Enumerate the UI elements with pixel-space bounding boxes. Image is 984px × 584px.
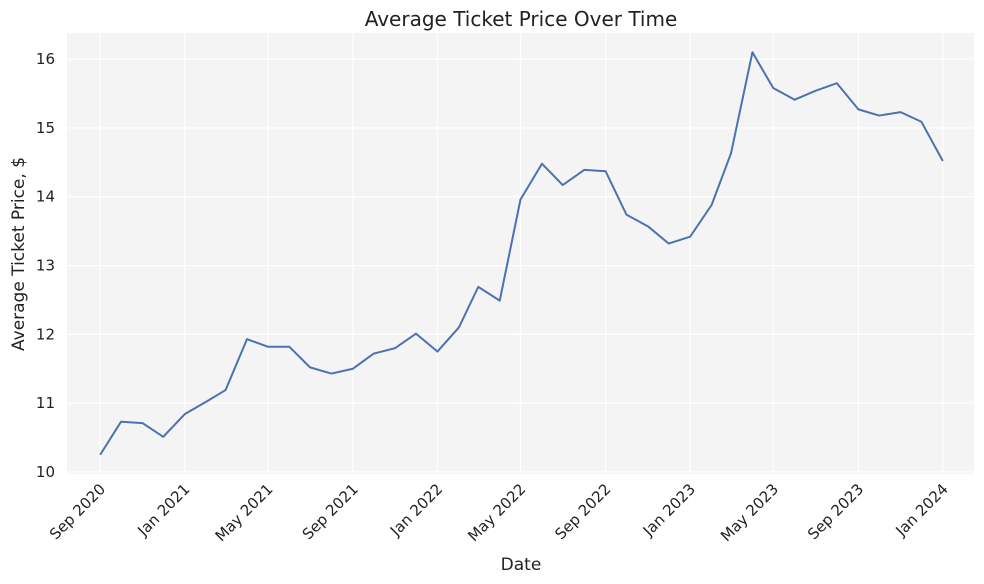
x-tick-label: Jan 2022	[386, 480, 446, 540]
y-tick-label: 12	[36, 325, 55, 343]
chart-title: Average Ticket Price Over Time	[365, 7, 678, 31]
y-tick-label: 14	[36, 188, 55, 206]
y-tick-label: 11	[36, 394, 55, 412]
x-tick-label: Sep 2023	[804, 480, 867, 543]
x-tick-label: Sep 2022	[551, 480, 614, 543]
y-axis-tick-labels: 10 11 12 13 14 15 16	[36, 50, 55, 481]
y-tick-label: 15	[36, 119, 55, 137]
x-tick-label: Jan 2023	[639, 480, 699, 540]
y-tick-label: 10	[36, 463, 55, 481]
x-tick-label: May 2022	[464, 480, 529, 545]
x-tick-label: May 2023	[717, 480, 782, 545]
x-tick-label: May 2021	[212, 480, 277, 545]
y-tick-label: 13	[36, 257, 55, 275]
x-tick-label: Sep 2020	[46, 480, 109, 543]
y-tick-label: 16	[36, 50, 55, 68]
series-points	[100, 52, 943, 455]
x-tick-label: Jan 2021	[133, 480, 193, 540]
x-gridlines	[99, 33, 944, 474]
x-axis-tick-labels: Sep 2020 Jan 2021 May 2021 Sep 2021 Jan 2022…	[46, 480, 952, 545]
x-tick-label: Jan 2024	[892, 480, 952, 540]
x-tick-label: Sep 2021	[299, 480, 362, 543]
y-gridlines	[67, 58, 974, 473]
x-axis-label: Date	[501, 555, 542, 575]
y-axis-label: Average Ticket Price, $	[9, 157, 29, 351]
